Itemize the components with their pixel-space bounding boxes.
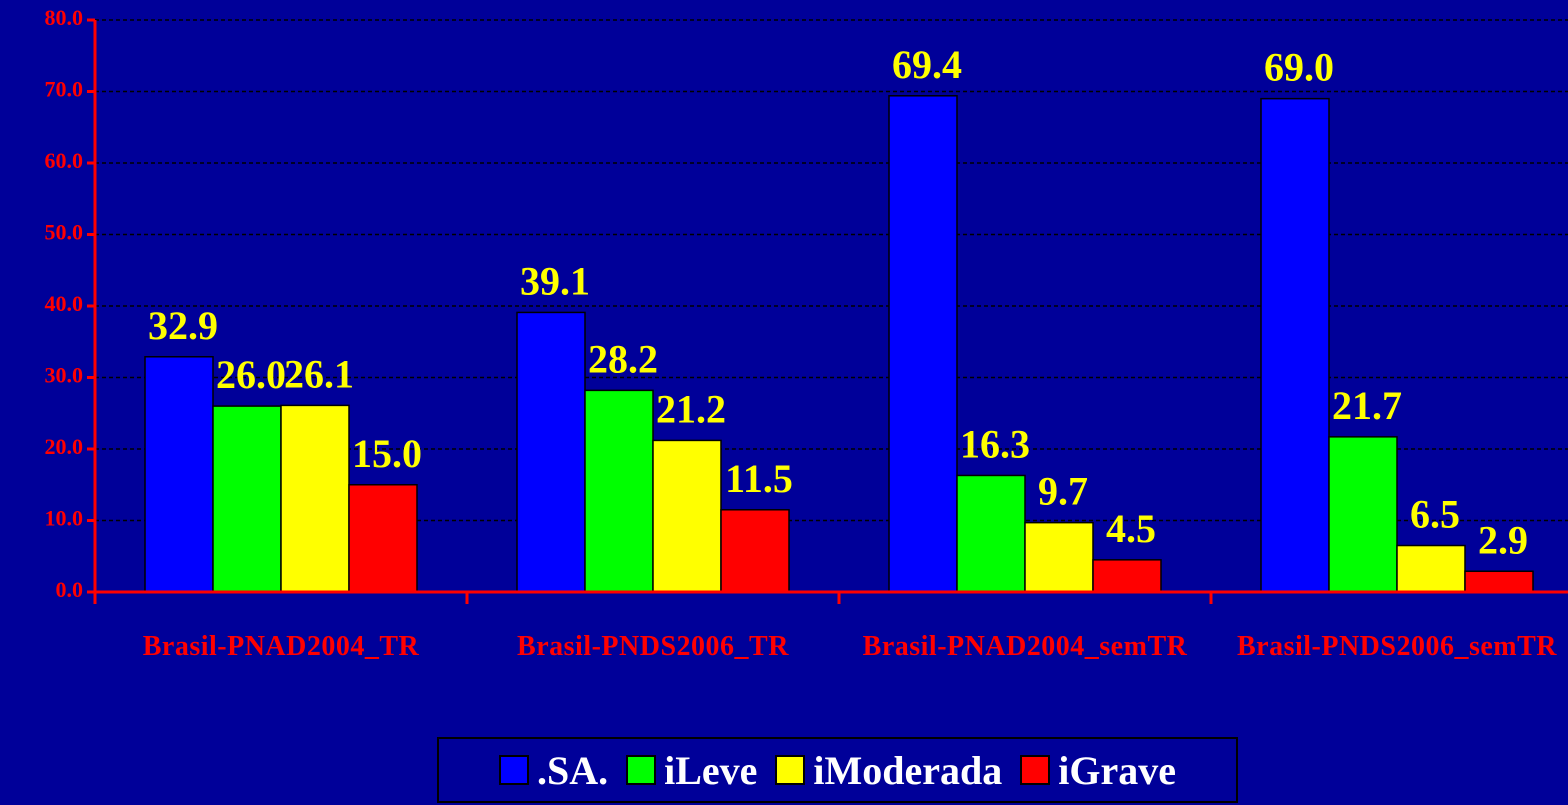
value-label: 32.9 [148,303,218,348]
bar [720,509,790,593]
legend-item: iLeve [626,747,757,794]
x-tick-label: Brasil-PNAD2004_TR [142,631,420,662]
bar [516,311,586,593]
legend-item: iModerada [775,747,1002,794]
y-tick-label: 50.0 [45,220,84,245]
legend-swatch [626,755,657,785]
legend-label: .SA. [536,747,609,793]
legend-swatch [498,755,529,785]
legend-label: iLeve [664,747,758,793]
bar [1024,521,1094,593]
y-tick-label: 40.0 [45,291,84,316]
legend-swatch [1020,755,1051,785]
value-label: 21.2 [656,386,726,431]
legend: .SA. iLeve iModerada iGrave [437,737,1238,803]
bar [1464,570,1534,593]
bar [584,389,654,593]
legend-swatch [775,755,806,785]
x-tick-label: Brasil-PNDS2006_TR [517,631,789,662]
x-tick-label: Brasil-PNDS2006_semTR [1236,631,1558,662]
value-label: 2.9 [1478,517,1528,562]
legend-item: .SA. [498,747,609,794]
value-label: 39.1 [520,258,590,303]
value-label: 6.5 [1410,492,1460,537]
value-label: 69.0 [1264,45,1334,90]
y-tick-label: 0.0 [56,577,84,602]
y-tick-label: 80.0 [45,5,84,30]
x-tick-label: Brasil-PNAD2004_semTR [862,631,1188,662]
bar [280,404,350,593]
value-label: 28.2 [588,336,658,381]
bar [1396,544,1466,593]
value-label: 9.7 [1038,469,1088,514]
value-label: 4.5 [1106,506,1156,551]
y-tick-label: 30.0 [45,363,84,388]
value-label: 16.3 [960,421,1030,466]
y-tick-label: 10.0 [45,506,84,531]
bar [888,95,958,593]
bar [1328,436,1398,593]
bar [212,405,282,593]
bar [348,484,418,593]
legend-label: iGrave [1058,747,1177,793]
bar [652,439,722,593]
value-label: 15.0 [352,431,422,476]
legend-label: iModerada [813,747,1003,793]
bar [1092,559,1162,593]
value-label: 11.5 [725,456,793,501]
bar [144,356,214,593]
value-label: 26.0 [216,352,286,397]
bar [956,474,1026,593]
y-tick-label: 60.0 [45,148,84,173]
value-label: 26.1 [284,351,354,396]
y-tick-label: 20.0 [45,434,84,459]
legend-item: iGrave [1020,747,1176,794]
bar [1260,97,1330,593]
value-label: 21.7 [1332,383,1402,428]
value-label: 69.4 [892,42,962,87]
y-tick-label: 70.0 [45,77,84,102]
